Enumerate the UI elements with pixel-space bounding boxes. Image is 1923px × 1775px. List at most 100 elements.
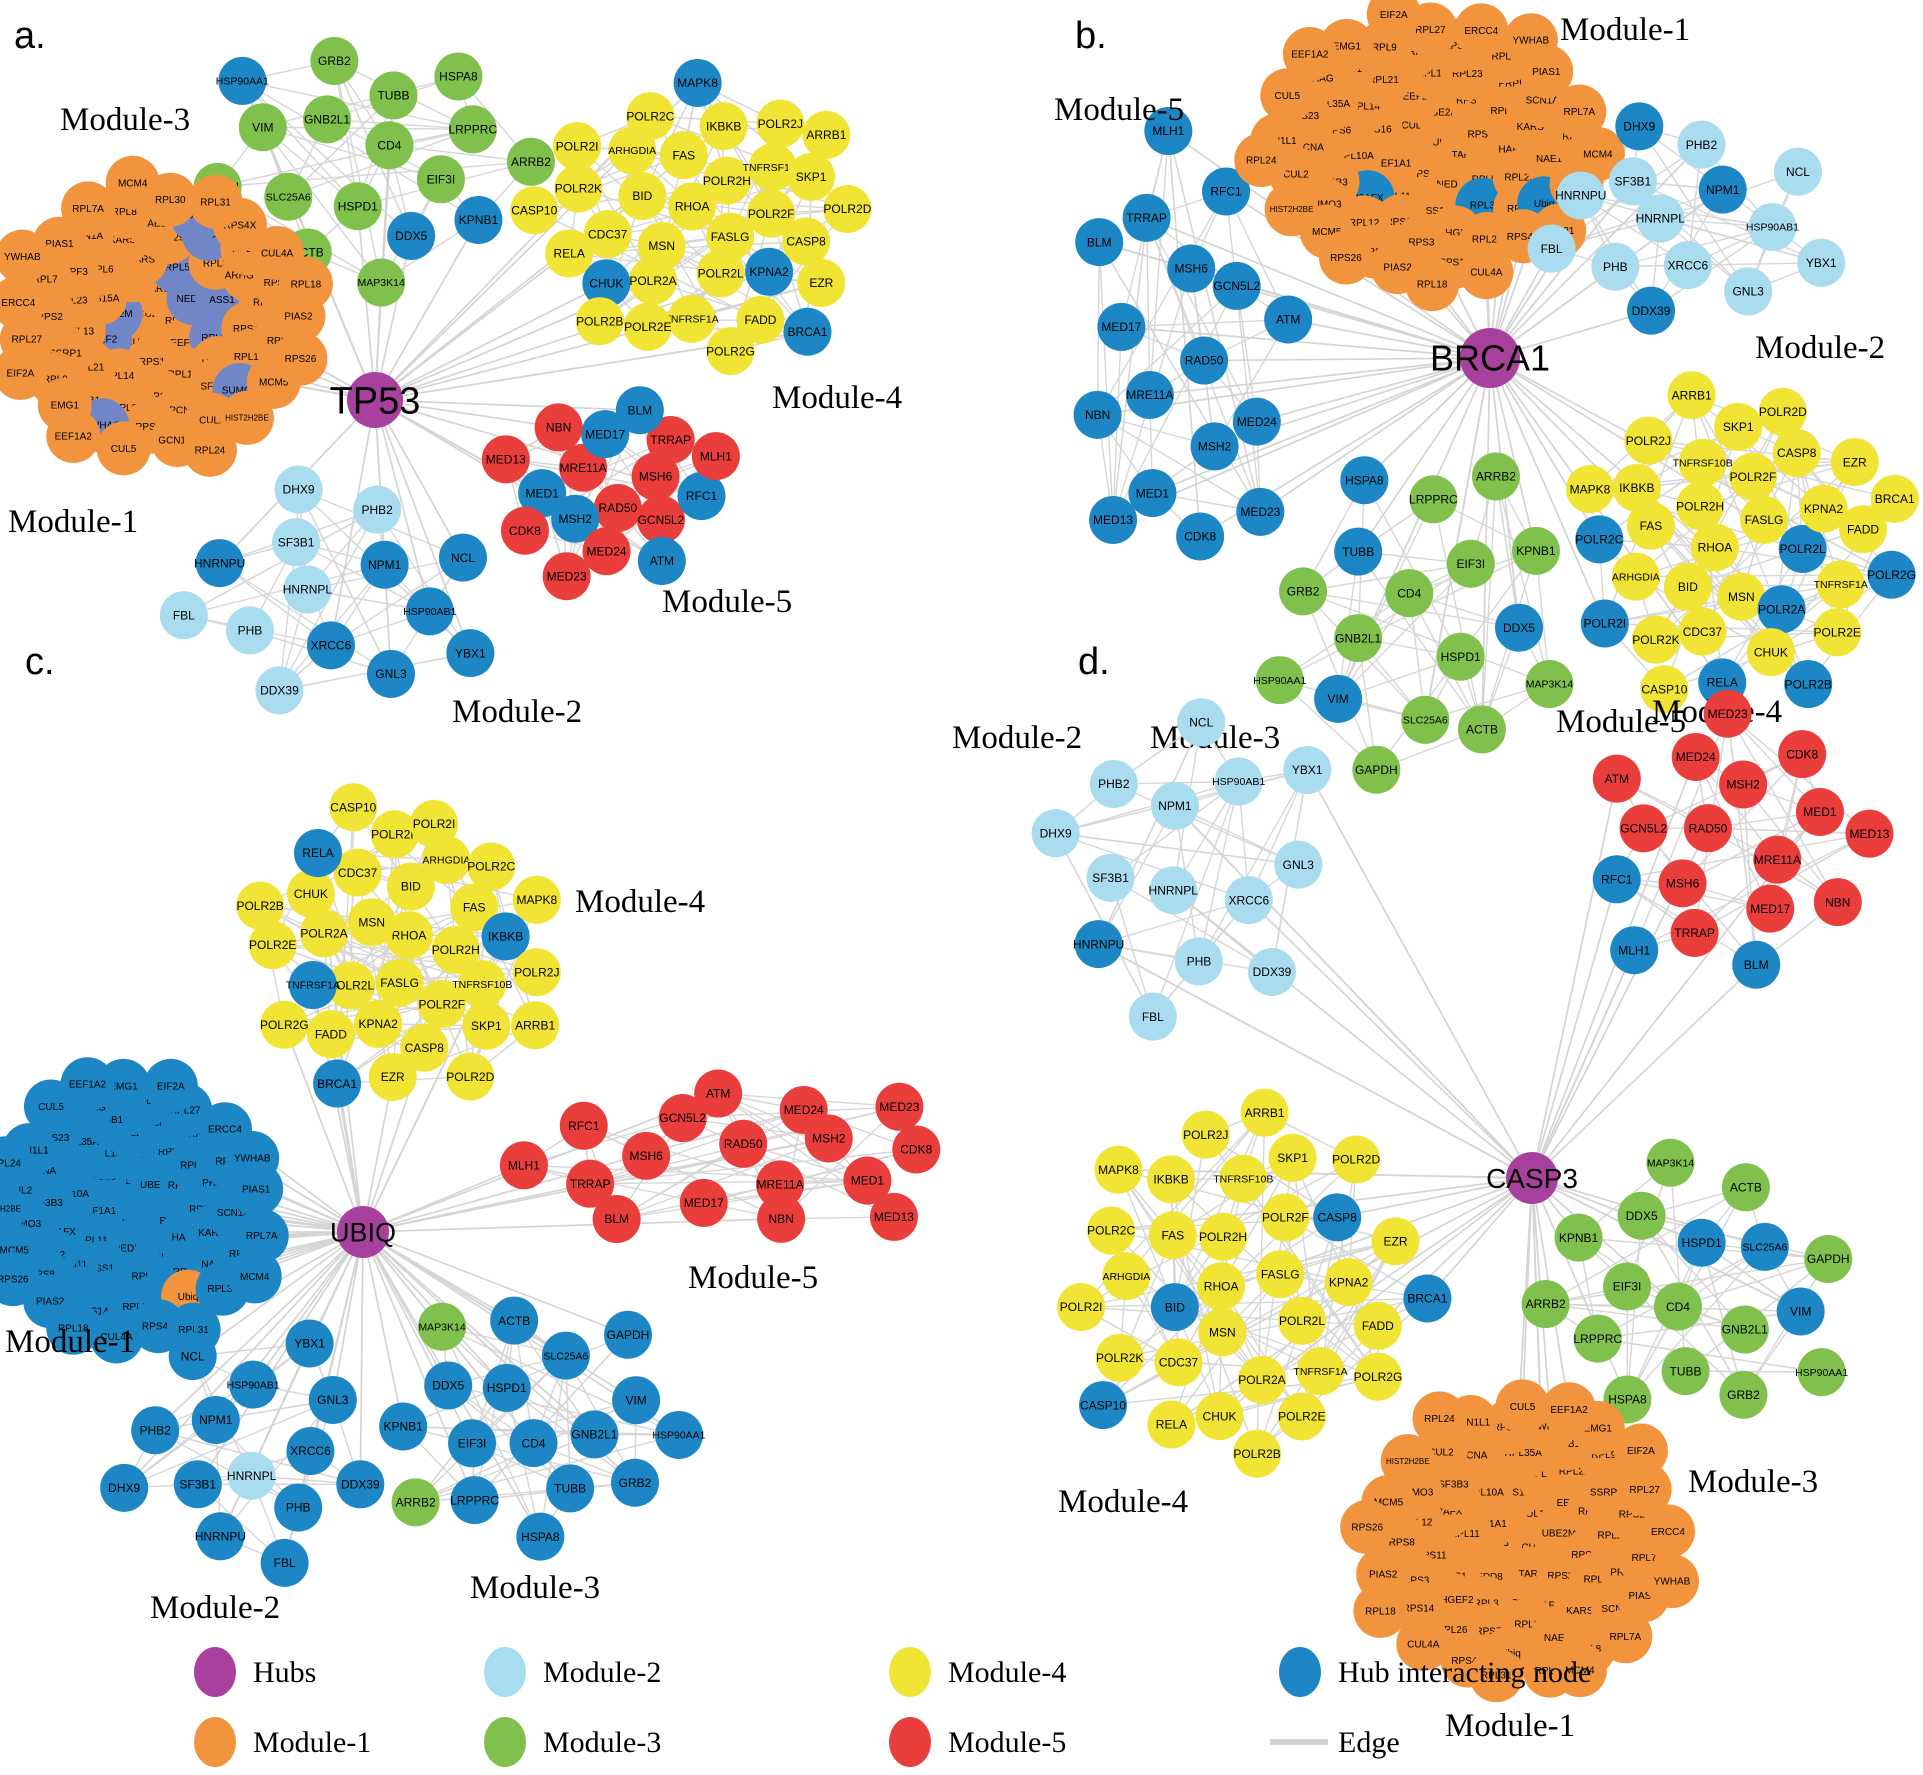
gene-node <box>272 518 321 567</box>
gene-label: RPL18 <box>58 1323 89 1334</box>
gene-label: MED24 <box>1676 750 1716 764</box>
gene-label: TNFRSF10B <box>1673 457 1733 469</box>
gene-label: POLR2J <box>758 117 803 131</box>
hub-edge <box>374 282 607 401</box>
gene-node <box>416 155 465 204</box>
gene-node <box>255 666 304 715</box>
gene-node <box>1125 370 1174 419</box>
gene-node <box>694 1069 743 1118</box>
gene-label: PHB2 <box>1686 138 1718 152</box>
edge <box>1638 125 1749 292</box>
gene-label: KPNB1 <box>384 1420 424 1434</box>
gene-node <box>1690 523 1739 572</box>
gene-label: POLR2I <box>413 817 456 831</box>
edge <box>1707 827 1870 835</box>
gene-node <box>593 483 642 532</box>
gene-node <box>1619 804 1668 853</box>
gene-node <box>1195 1392 1244 1441</box>
gene-node <box>182 422 237 477</box>
gene-label: MED17 <box>1750 902 1790 916</box>
gene-label: NCL <box>1786 165 1810 179</box>
gene-node <box>1511 526 1560 575</box>
edge <box>1682 753 1803 884</box>
hub-edge <box>1426 1177 1533 1300</box>
gene-label: GAPDH <box>1807 1252 1850 1266</box>
gene-label: ARHGDIA <box>1612 571 1660 583</box>
edge <box>333 60 382 283</box>
hub-edge <box>1256 357 1491 423</box>
gene-label: SUMO3 <box>222 386 258 397</box>
gene-label: POLR2L <box>328 979 374 993</box>
gene-node <box>1278 1296 1327 1345</box>
hub-edge <box>197 1231 364 1485</box>
gene-label: RPL18 <box>1365 1606 1396 1617</box>
gene-node <box>260 1538 309 1587</box>
gene-label: MAPK8 <box>1570 482 1611 496</box>
panel-d: HNRNPL NPM1 XRCC6 SF3B1 HSP90AB1 PHB PHB2 GNL3 H… <box>952 641 1894 1744</box>
gene-label: GAPDH <box>1355 763 1398 777</box>
gene-node <box>1813 608 1862 657</box>
legend-label: Module-1 <box>253 1726 371 1759</box>
legend-label: Module-5 <box>948 1726 1066 1759</box>
gene-label: KARS <box>1517 122 1545 133</box>
gene-label: TNFRSF1A <box>665 313 719 325</box>
gene-node <box>1610 926 1659 975</box>
gene-node <box>1795 788 1844 837</box>
hub-spokes-layer <box>1098 756 1821 1671</box>
gene-node <box>1612 463 1661 512</box>
gene-label: KPNA2 <box>1804 502 1844 516</box>
gene-label: MSH6 <box>1666 877 1700 891</box>
module-label: Module-1 <box>1445 1708 1575 1744</box>
gene-node <box>559 1101 608 1150</box>
edge <box>1650 226 1773 312</box>
gene-label: MSH2 <box>1198 440 1232 454</box>
gene-label: RPL24 <box>0 1159 21 1170</box>
gene-node <box>1527 224 1576 273</box>
gene-label: VIM <box>1327 692 1348 706</box>
gene-label: POLR2G <box>1867 568 1916 582</box>
gene-label: ARHGDIA <box>422 855 470 867</box>
gene-label: MCM5 <box>1312 227 1342 238</box>
gene-label: NAE1 <box>140 218 167 229</box>
gene-node <box>46 1300 101 1355</box>
edge <box>330 557 464 646</box>
hub-edge <box>1531 1177 1702 1244</box>
gene-label: SF3B3 <box>32 1198 63 1209</box>
gene-label: EIF2A <box>157 1081 185 1092</box>
gene-node <box>1340 456 1389 505</box>
gene-label: MSH6 <box>1175 262 1209 276</box>
gene-node <box>1436 632 1485 681</box>
gene-label: HSP90AA1 <box>1795 1367 1848 1379</box>
gene-label: MLH1 <box>700 449 732 463</box>
gene-label: MED24 <box>1237 415 1277 429</box>
gene-label: POLR2H <box>1676 499 1724 513</box>
gene-node <box>566 1159 615 1208</box>
gene-node <box>168 1332 217 1381</box>
gene-label: GNL3 <box>1732 285 1764 299</box>
gene-label: RPL6 <box>1583 1575 1608 1586</box>
gene-node <box>626 92 675 141</box>
gene-label: NAE1 <box>1544 1633 1571 1644</box>
gene-node <box>375 958 424 1007</box>
gene-node <box>1268 1133 1317 1182</box>
legend-swatch-module4 <box>889 1647 931 1697</box>
gene-node <box>1552 1643 1607 1698</box>
gene-label: SCN1A <box>217 1208 251 1219</box>
gene-label: KPNB1 <box>459 213 499 227</box>
gene-label: FASLG <box>711 230 750 244</box>
gene-label: MED1 <box>1803 805 1837 819</box>
gene-label: TUBB <box>377 89 409 103</box>
module-label: Module-1 <box>8 504 138 540</box>
hub-edge <box>192 1231 364 1357</box>
gene-node <box>570 1410 619 1459</box>
gene-label: CUL5 <box>111 444 137 455</box>
gene-node <box>410 800 459 849</box>
gene-label: ERCC4 <box>1 298 35 309</box>
gene-node <box>96 421 151 476</box>
gene-node <box>458 960 507 1009</box>
gene-label: ERCC4 <box>1651 1527 1685 1538</box>
gene-label: PHB <box>286 1501 311 1515</box>
edge <box>262 126 442 180</box>
gene-label: ATM <box>1605 772 1629 786</box>
gene-node <box>1592 855 1641 904</box>
